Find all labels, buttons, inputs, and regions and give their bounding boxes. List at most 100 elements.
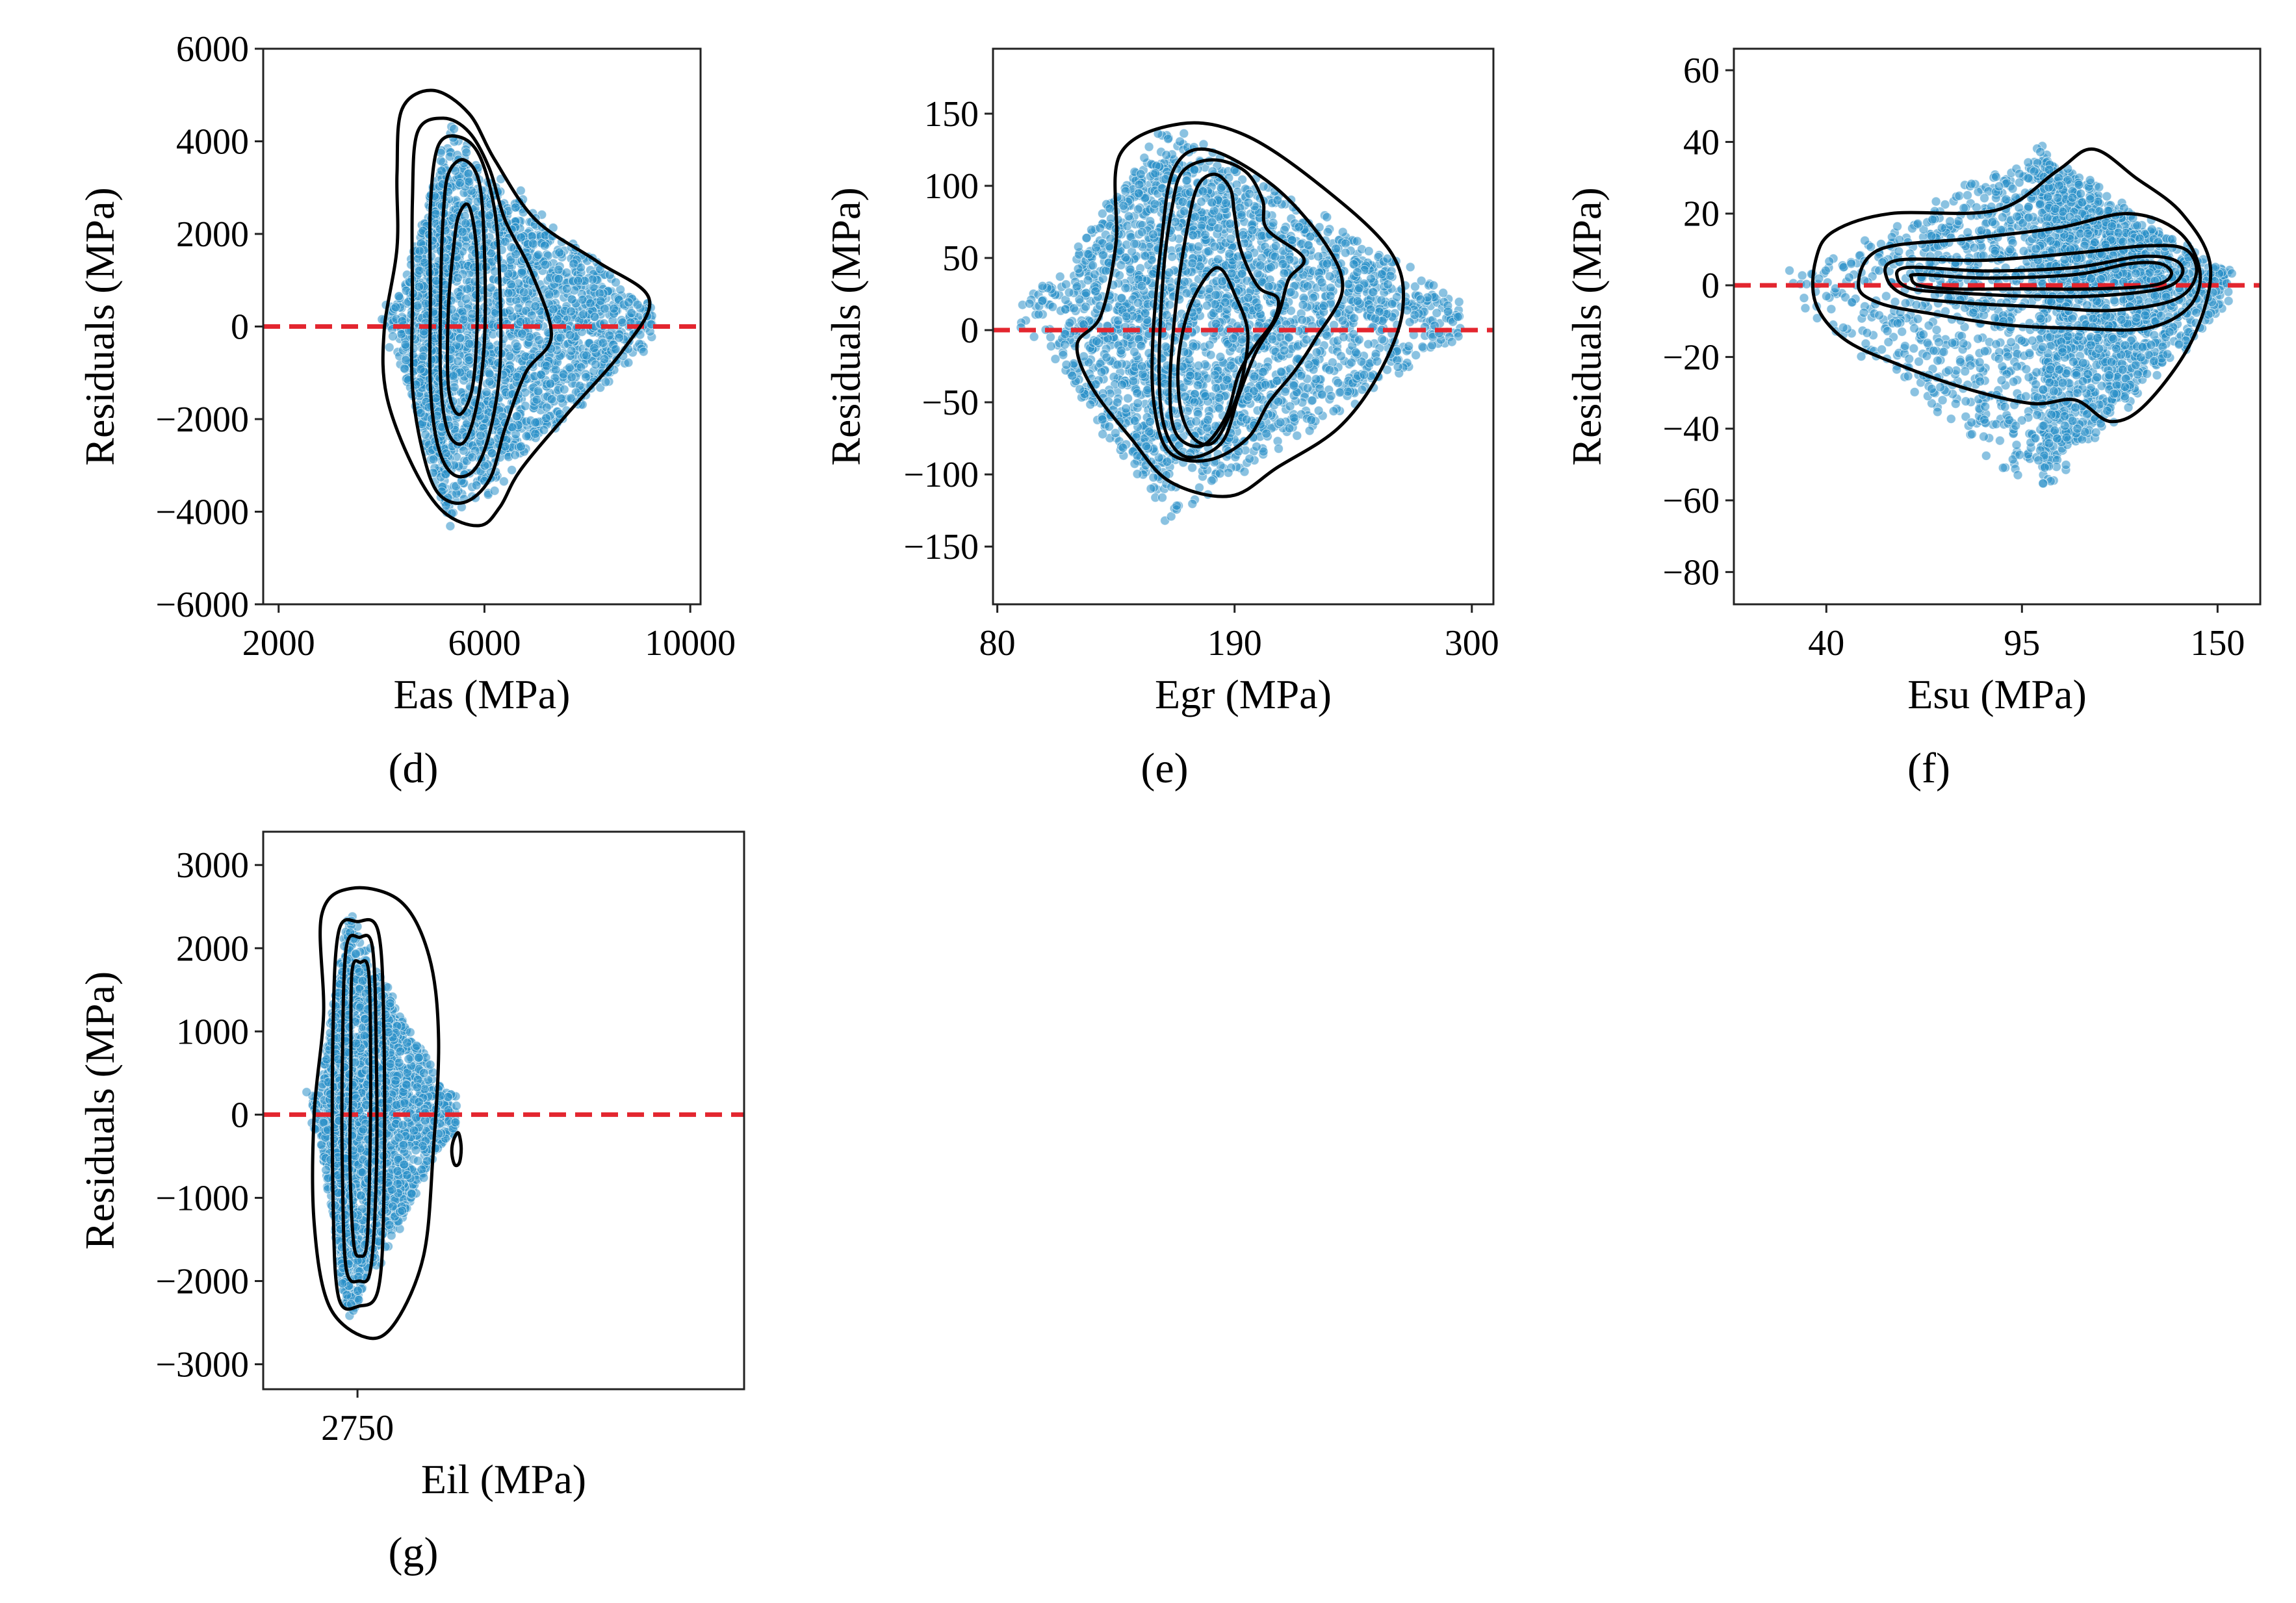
scatter-point — [593, 339, 603, 349]
scatter-point — [519, 279, 530, 290]
scatter-point — [424, 432, 435, 442]
scatter-point — [1374, 372, 1384, 382]
scatter-point — [432, 225, 443, 236]
scatter-point — [391, 321, 401, 331]
scatter-point — [517, 292, 527, 302]
scatter-point — [1178, 261, 1188, 272]
scatter-point — [1286, 213, 1296, 224]
scatter-point — [1155, 261, 1165, 272]
scatter-point — [1192, 426, 1202, 436]
scatter-point — [1315, 374, 1326, 385]
scatter-point — [578, 276, 589, 286]
scatter-point — [628, 329, 638, 340]
scatter-point — [1320, 244, 1330, 254]
scatter-point — [494, 392, 504, 403]
scatter-point — [508, 422, 517, 432]
scatter-point — [1298, 223, 1308, 233]
scatter-point — [436, 199, 446, 210]
scatter-point — [604, 330, 615, 340]
scatter-point — [1454, 311, 1465, 322]
scatter-point — [1122, 334, 1132, 344]
scatter-point — [1310, 359, 1321, 370]
scatter-point — [452, 229, 462, 240]
scatter-point — [1244, 349, 1254, 359]
scatter-point — [483, 212, 493, 222]
scatter-point — [446, 264, 456, 275]
scatter-point — [1180, 188, 1191, 198]
scatter-point — [1074, 322, 1084, 332]
scatter-point — [513, 442, 524, 452]
scatter-point — [453, 287, 463, 297]
scatter-point — [475, 405, 485, 416]
scatter-point — [1099, 257, 1109, 267]
scatter-point — [1220, 439, 1230, 449]
scatter-point — [1153, 243, 1163, 253]
scatter-point — [543, 276, 553, 286]
scatter-point — [1319, 307, 1329, 317]
scatter-point — [1147, 186, 1157, 196]
scatter-point — [458, 269, 468, 279]
scatter-point — [443, 452, 454, 461]
scatter-point — [1133, 327, 1143, 337]
scatter-point — [1211, 421, 1220, 431]
scatter-point — [1363, 339, 1373, 350]
scatter-point — [636, 344, 647, 354]
scatter-point — [439, 419, 450, 430]
scatter-point — [1283, 349, 1294, 359]
scatter-point — [538, 256, 548, 266]
scatter-point — [436, 188, 446, 198]
scatter-point — [479, 196, 489, 206]
scatter-point — [569, 336, 580, 346]
scatter-point — [550, 298, 561, 308]
scatter-point — [589, 321, 600, 331]
scatter-point — [548, 304, 559, 314]
scatter-point — [1086, 225, 1096, 235]
scatter-point — [1178, 197, 1188, 207]
scatter-point — [1298, 218, 1309, 228]
y-axis-label: Residuals (MPa) — [77, 187, 123, 465]
scatter-point — [504, 351, 515, 361]
scatter-point — [441, 316, 451, 326]
scatter-point — [1113, 359, 1123, 370]
scatter-point — [1271, 370, 1281, 380]
scatter-point — [1439, 338, 1450, 348]
scatter-point — [519, 378, 529, 388]
scatter-point — [1244, 253, 1254, 263]
scatter-point — [437, 228, 447, 238]
scatter-point — [1123, 393, 1133, 404]
scatter-point — [1246, 220, 1257, 231]
scatter-point — [495, 440, 506, 450]
scatter-point — [1167, 149, 1177, 160]
scatter-point — [1363, 295, 1374, 305]
scatter-point — [1391, 256, 1401, 266]
scatter-point — [1184, 452, 1194, 463]
scatter-point — [1185, 223, 1196, 233]
scatter-point — [1239, 261, 1249, 271]
scatter-point — [472, 441, 482, 452]
scatter-point — [497, 445, 507, 455]
scatter-point — [571, 387, 581, 398]
scatter-point — [1096, 398, 1105, 409]
scatter-point — [1193, 409, 1203, 419]
scatter-point — [1215, 461, 1226, 471]
scatter-point — [413, 249, 423, 259]
scatter-point — [545, 356, 555, 366]
scatter-point — [1061, 365, 1071, 376]
scatter-point — [1232, 438, 1242, 448]
scatter-point — [1156, 298, 1167, 308]
scatter-point — [1115, 445, 1126, 455]
scatter-point — [1272, 436, 1283, 446]
scatter-point — [1120, 253, 1131, 263]
scatter-point — [513, 243, 523, 253]
scatter-point — [1084, 316, 1094, 326]
scatter-point — [1363, 361, 1374, 372]
scatter-point — [619, 358, 630, 368]
scatter-point — [561, 313, 572, 323]
scatter-point — [515, 442, 525, 453]
scatter-point — [1302, 383, 1313, 393]
scatter-point — [1196, 185, 1206, 195]
scatter-point — [458, 427, 468, 437]
scatter-point — [1255, 317, 1265, 327]
scatter-point — [1159, 242, 1170, 253]
scatter-point — [1276, 350, 1287, 361]
